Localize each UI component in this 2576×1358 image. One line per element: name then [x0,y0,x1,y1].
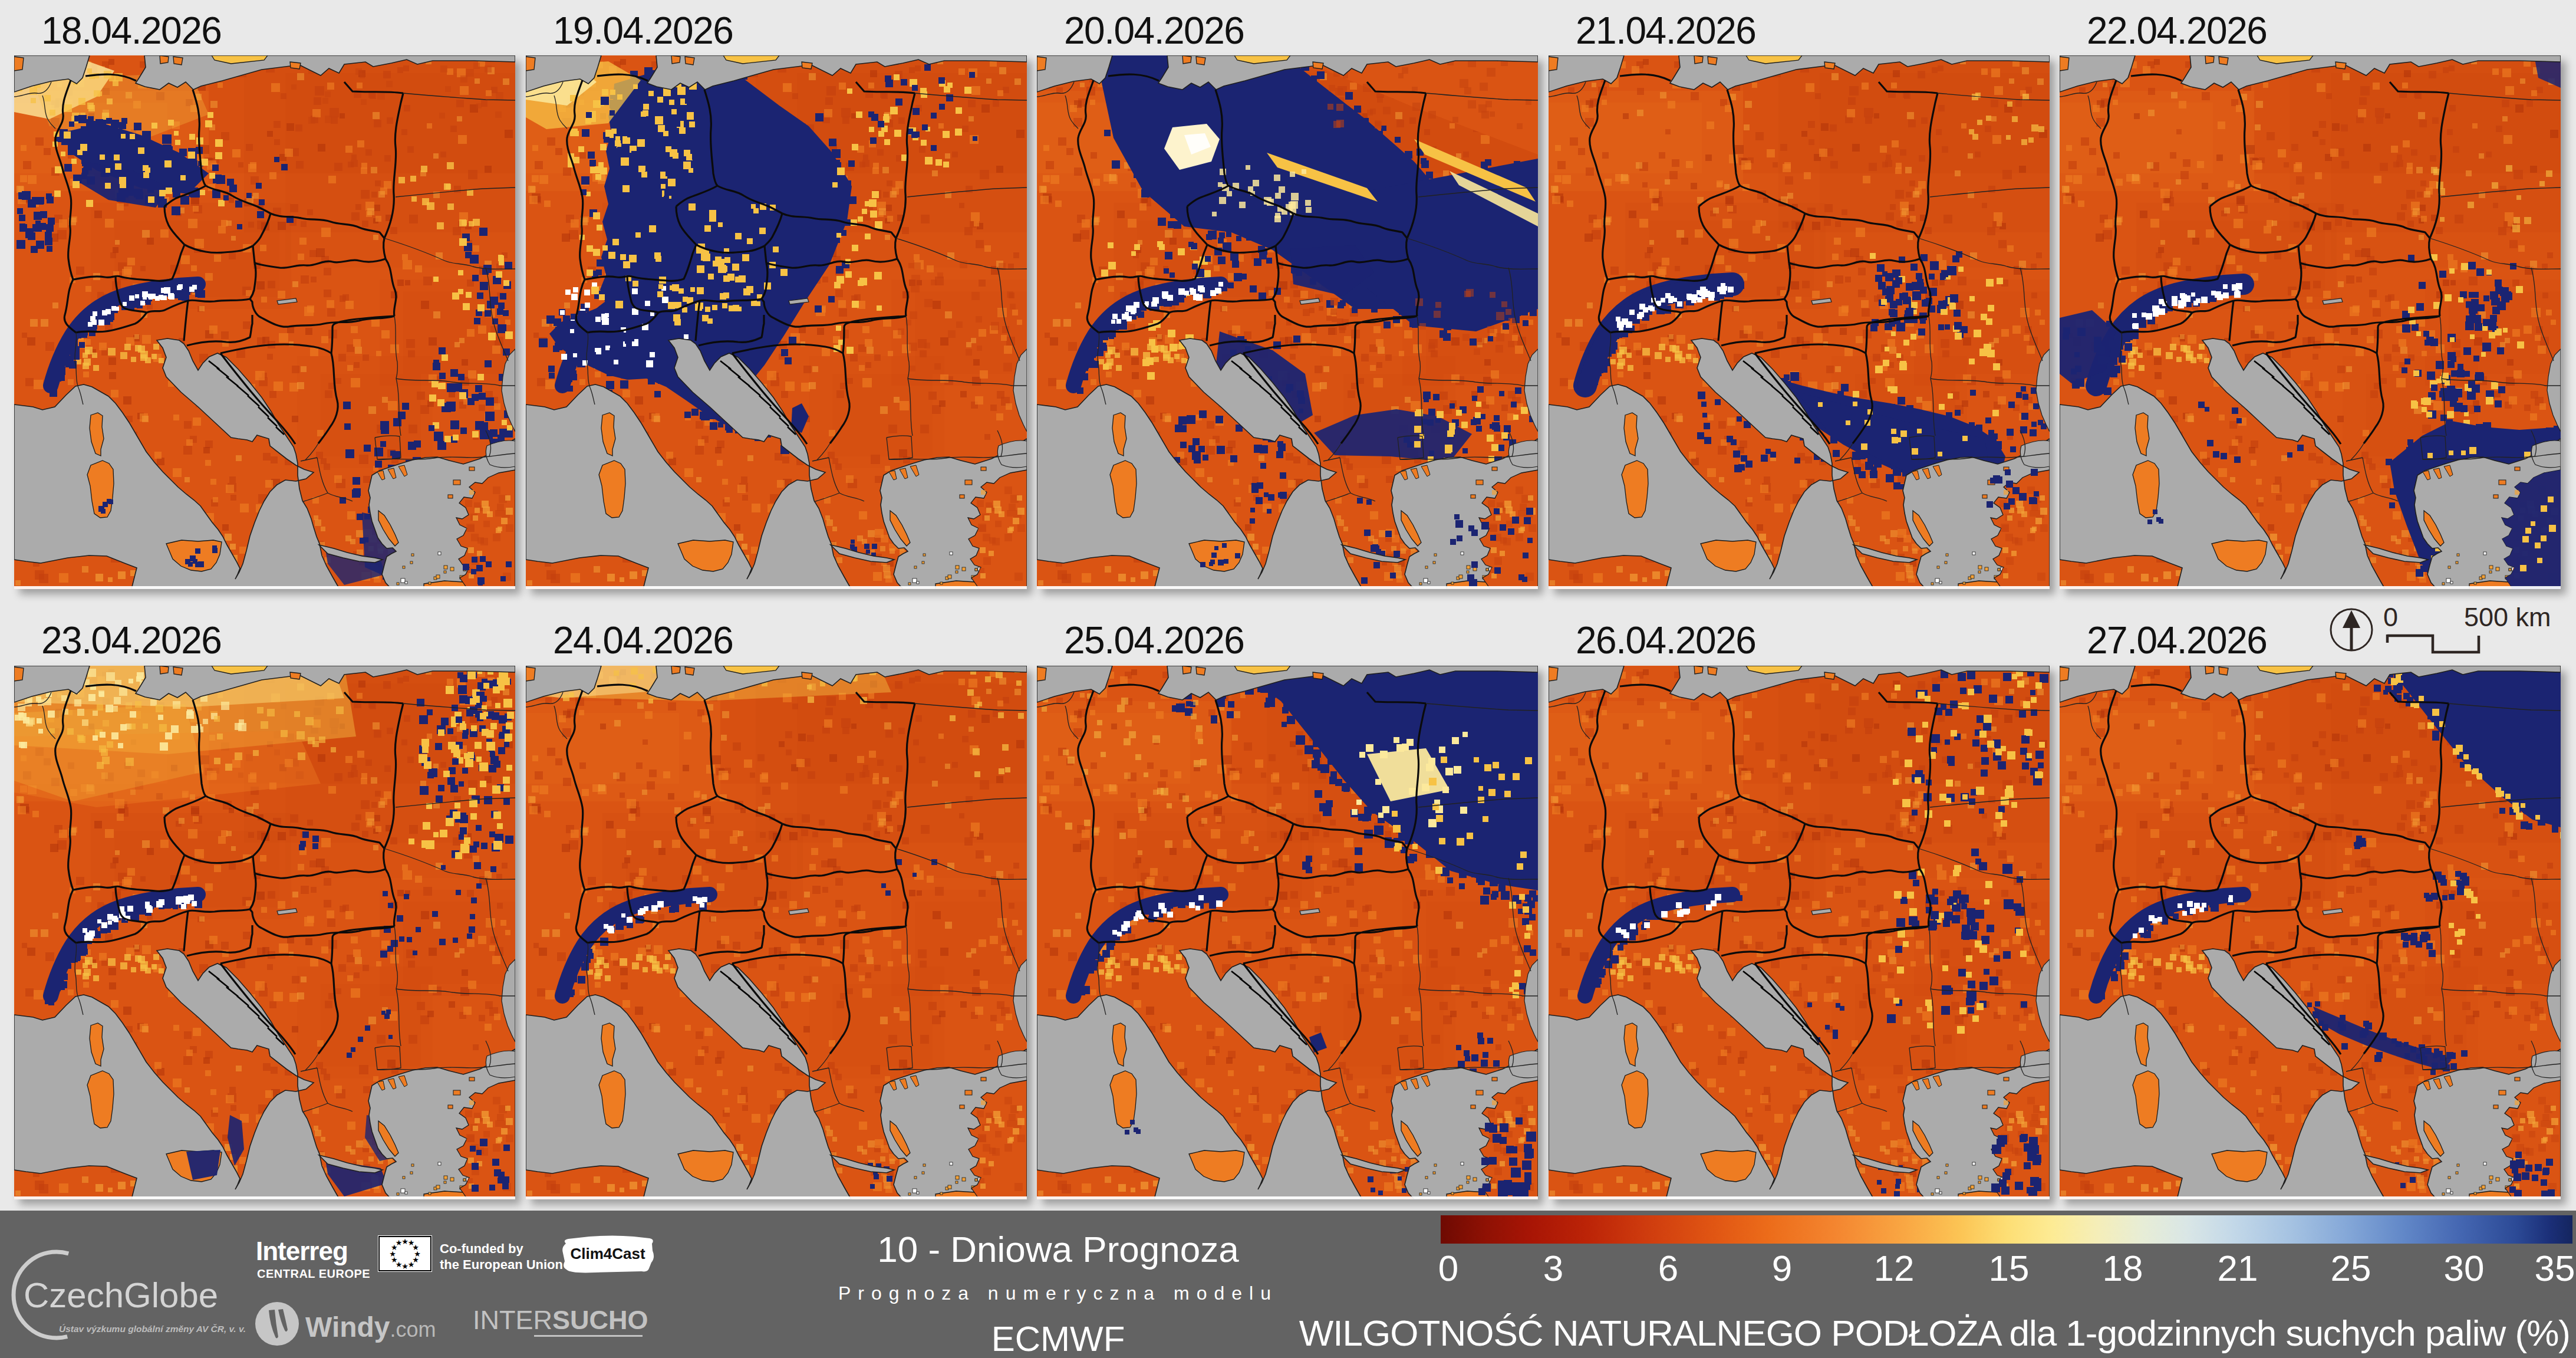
svg-text:Ústav výzkumu globální změny A: Ústav výzkumu globální změny AV ČR, v. v… [59,1324,248,1334]
svg-text:★: ★ [408,1260,415,1269]
svg-text:★: ★ [396,1238,403,1247]
svg-text:500 km: 500 km [2464,602,2551,632]
svg-text:CzechGlobe: CzechGlobe [24,1275,218,1315]
svg-text:Windy.com: Windy.com [305,1311,436,1343]
svg-text:Clim4Cast: Clim4Cast [570,1245,645,1262]
svg-text:0: 0 [2383,602,2398,632]
svg-text:★: ★ [401,1262,409,1271]
